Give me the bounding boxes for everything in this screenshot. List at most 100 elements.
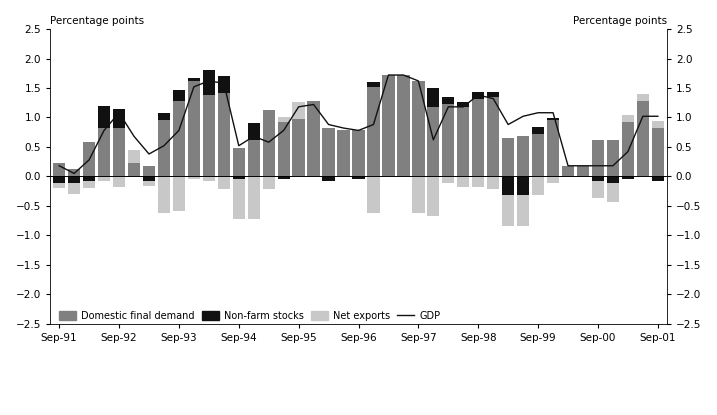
Bar <box>158 120 170 176</box>
Bar <box>592 140 604 176</box>
Bar <box>173 101 185 176</box>
Legend: Domestic final demand, Non-farm stocks, Net exports, GDP: Domestic final demand, Non-farm stocks, … <box>55 307 445 325</box>
Bar <box>367 176 379 213</box>
Bar <box>622 122 634 176</box>
Bar <box>592 181 604 198</box>
Bar <box>637 94 649 101</box>
Bar <box>247 176 260 219</box>
Bar <box>113 176 125 187</box>
Bar <box>652 176 664 181</box>
Bar <box>472 92 485 99</box>
Bar <box>247 123 260 140</box>
Bar <box>68 169 80 176</box>
Bar <box>562 166 574 176</box>
Bar <box>53 176 65 183</box>
Bar <box>607 140 619 176</box>
Bar <box>547 118 559 120</box>
Bar <box>277 117 290 122</box>
Bar <box>277 122 290 176</box>
Bar <box>652 128 664 176</box>
Bar <box>173 90 185 101</box>
Bar <box>232 176 245 179</box>
Text: Percentage points: Percentage points <box>50 16 144 26</box>
Bar <box>143 166 155 176</box>
Bar <box>247 140 260 176</box>
Bar <box>53 183 65 188</box>
Bar <box>487 97 499 176</box>
Bar <box>532 134 544 176</box>
Bar <box>158 176 170 213</box>
Bar <box>128 151 140 164</box>
Bar <box>442 105 455 176</box>
Bar <box>158 113 170 120</box>
Bar <box>203 70 215 95</box>
Bar <box>397 75 409 176</box>
Bar <box>232 179 245 219</box>
Bar <box>502 195 514 226</box>
Bar <box>577 166 589 176</box>
Bar <box>68 176 80 183</box>
Bar <box>487 176 499 189</box>
Bar <box>592 176 604 181</box>
Bar <box>517 136 529 176</box>
Bar <box>188 81 200 176</box>
Bar <box>218 76 230 93</box>
Bar <box>83 142 95 176</box>
Bar <box>367 82 379 87</box>
Bar <box>412 81 424 176</box>
Bar <box>98 128 110 176</box>
Bar <box>427 88 440 107</box>
Bar <box>607 176 619 183</box>
Bar <box>143 181 155 186</box>
Bar <box>457 176 470 187</box>
Bar <box>68 183 80 194</box>
Bar <box>352 130 365 176</box>
Bar <box>442 98 455 105</box>
Bar <box>218 176 230 189</box>
Bar <box>308 101 320 176</box>
Bar <box>113 109 125 128</box>
Bar <box>262 176 275 189</box>
Bar <box>547 176 559 183</box>
Bar <box>652 121 664 128</box>
Bar <box>83 176 95 181</box>
Bar <box>83 181 95 188</box>
Bar <box>188 78 200 81</box>
Bar <box>472 99 485 176</box>
Bar <box>338 130 350 176</box>
Bar <box>427 176 440 217</box>
Bar <box>412 176 424 213</box>
Bar <box>293 119 305 176</box>
Bar <box>113 128 125 176</box>
Bar <box>457 107 470 176</box>
Bar <box>188 176 200 179</box>
Bar <box>98 106 110 128</box>
Bar <box>128 164 140 176</box>
Bar <box>637 101 649 176</box>
Bar <box>502 138 514 176</box>
Bar <box>607 183 619 202</box>
Bar <box>262 110 275 176</box>
Bar <box>487 92 499 97</box>
Bar <box>427 107 440 176</box>
Bar <box>622 115 634 122</box>
Bar <box>203 95 215 176</box>
Text: Percentage points: Percentage points <box>573 16 667 26</box>
Bar <box>367 87 379 176</box>
Bar <box>323 128 335 176</box>
Bar <box>323 176 335 181</box>
Bar <box>382 75 394 176</box>
Bar <box>98 176 110 181</box>
Bar <box>352 176 365 179</box>
Bar <box>173 176 185 210</box>
Bar <box>232 148 245 176</box>
Bar <box>143 176 155 181</box>
Bar <box>517 176 529 195</box>
Bar <box>532 127 544 134</box>
Bar <box>442 176 455 183</box>
Bar <box>547 120 559 176</box>
Bar <box>293 102 305 119</box>
Bar <box>472 176 485 187</box>
Bar <box>53 164 65 176</box>
Bar <box>517 195 529 226</box>
